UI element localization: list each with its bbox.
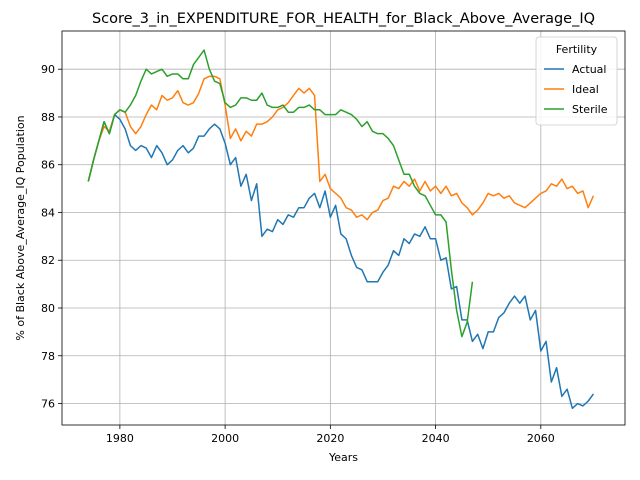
y-tick-label: 86 <box>41 159 55 172</box>
plot-frame <box>61 30 626 426</box>
chart-title: Score_3_in_EXPENDITURE_FOR_HEALTH_for_Bl… <box>92 11 595 27</box>
x-tick-label: 2020 <box>316 432 344 445</box>
y-tick-label: 76 <box>41 398 55 411</box>
ticks: 1980 2000 2020 2040 2060 76 78 80 82 84 86 88 90 <box>41 63 555 445</box>
y-axis-label: % of Black Above_Average_IQ Population <box>14 115 27 340</box>
y-tick-label: 78 <box>41 350 55 363</box>
legend-label: Sterile <box>572 103 608 116</box>
y-tick-label: 82 <box>41 254 55 267</box>
series-line-ideal <box>87 75 595 221</box>
x-tick-label: 2000 <box>211 432 239 445</box>
x-tick-label: 2060 <box>527 432 555 445</box>
y-tick-label: 88 <box>41 111 55 124</box>
series-line-actual <box>87 113 595 410</box>
legend-label: Ideal <box>572 83 599 96</box>
legend: Fertility Actual Ideal Sterile <box>535 36 618 126</box>
legend-label: Actual <box>572 63 606 76</box>
y-tick-label: 90 <box>41 63 55 76</box>
x-tick-label: 1980 <box>106 432 134 445</box>
grid <box>62 31 625 425</box>
x-axis-label: Years <box>328 451 358 464</box>
y-tick-label: 80 <box>41 302 55 315</box>
legend-title: Fertility <box>556 43 598 56</box>
legend-box <box>535 36 618 126</box>
series-line-sterile <box>87 49 474 338</box>
series-lines <box>87 49 595 410</box>
x-tick-label: 2040 <box>422 432 450 445</box>
y-tick-label: 84 <box>41 206 55 219</box>
